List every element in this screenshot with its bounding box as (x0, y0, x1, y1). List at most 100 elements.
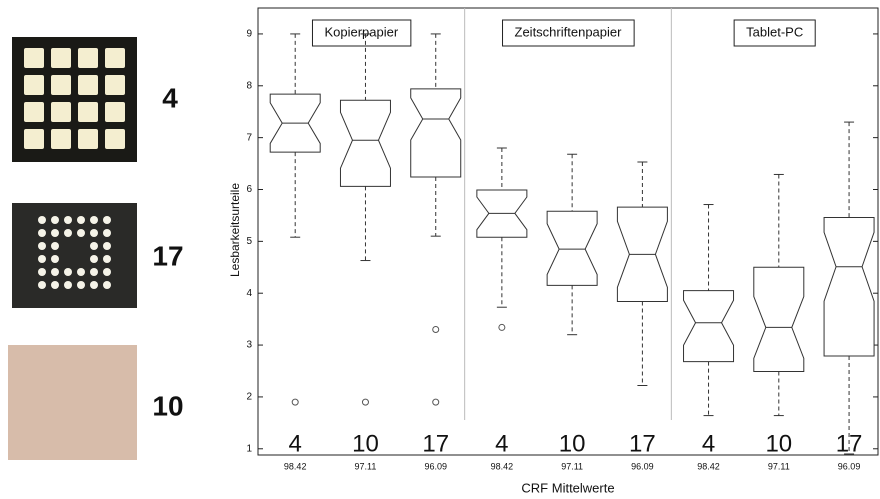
box-label: 17 (836, 430, 863, 457)
light-dot (38, 255, 46, 263)
outlier (498, 323, 506, 331)
y-tick-label: 5 (246, 236, 252, 247)
light-dot (38, 268, 46, 276)
outlier (432, 398, 440, 406)
sample-pattern (38, 216, 111, 289)
group-label: Zeitschriftenpapier (515, 24, 623, 39)
plot-frame (257, 7, 879, 456)
light-dot (51, 255, 59, 263)
light-square (51, 48, 71, 68)
light-square (105, 48, 125, 68)
light-square (24, 75, 44, 95)
group-label: Tablet-PC (746, 24, 803, 39)
sample-image (8, 345, 137, 460)
light-square (78, 48, 98, 68)
x-axis-label: CRF Mittelwerte (521, 480, 614, 495)
y-tick-label: 3 (246, 340, 252, 351)
light-dot (51, 281, 59, 289)
box-label: 4 (289, 430, 302, 457)
group-label-box (311, 19, 412, 47)
box-label: 10 (559, 430, 586, 457)
x-tick-label: 97.11 (355, 461, 377, 471)
light-square (105, 75, 125, 95)
light-dot (90, 229, 98, 237)
sample-images: 4 17 10 (8, 37, 184, 460)
light-dot (103, 281, 111, 289)
x-tick-label: 98.42 (284, 461, 307, 471)
light-dot (38, 229, 46, 237)
light-dot (64, 216, 72, 224)
sample-label: 10 (152, 390, 183, 421)
light-square (105, 102, 125, 122)
light-dot (90, 268, 98, 276)
y-tick-label: 4 (246, 288, 252, 299)
light-dot (51, 242, 59, 250)
chart: Lesbarkeitsurteile CRF Mittelwerte 1 2 3 4 5… (228, 7, 879, 495)
light-dot (51, 229, 59, 237)
y-axis-label: Lesbarkeitsurteile (228, 183, 242, 277)
light-square (78, 75, 98, 95)
light-dot (64, 281, 72, 289)
box (683, 290, 735, 363)
sample-label: 4 (162, 82, 178, 113)
box-label: 4 (702, 430, 715, 457)
light-dot (38, 281, 46, 289)
light-dot (103, 216, 111, 224)
y-tick-label: 9 (246, 29, 252, 40)
light-dot (64, 229, 72, 237)
group-label: Kopierpapier (324, 24, 398, 39)
light-square (51, 129, 71, 149)
box (546, 210, 598, 286)
y-tick-label: 7 (246, 132, 252, 143)
light-dot (90, 281, 98, 289)
outlier (361, 398, 369, 406)
x-tick-label: 96.09 (424, 461, 447, 471)
x-tick-label: 98.42 (491, 461, 514, 471)
box-label: 17 (629, 430, 656, 457)
light-dot (103, 268, 111, 276)
y-tick-label: 1 (246, 443, 252, 454)
light-dot (77, 268, 85, 276)
y-tick-label: 6 (246, 184, 252, 195)
box-label: 4 (495, 430, 508, 457)
light-dot (38, 242, 46, 250)
outlier (432, 326, 440, 334)
box (410, 88, 462, 178)
light-dot (103, 229, 111, 237)
light-dot (103, 255, 111, 263)
light-dot (51, 216, 59, 224)
box (753, 266, 805, 373)
box (339, 99, 391, 187)
light-dot (77, 229, 85, 237)
light-square (51, 75, 71, 95)
light-square (24, 129, 44, 149)
box-label: 10 (352, 430, 379, 457)
group-label-box (502, 19, 635, 47)
sample-label: 17 (152, 240, 183, 271)
light-square (105, 129, 125, 149)
y-tick-label: 8 (246, 80, 252, 91)
light-dot (38, 216, 46, 224)
box-label: 10 (765, 430, 792, 457)
y-tick-label: 2 (246, 392, 252, 403)
light-dot (90, 242, 98, 250)
x-tick-label: 96.09 (838, 461, 861, 471)
light-square (24, 102, 44, 122)
x-tick-label: 96.09 (631, 461, 654, 471)
sample-image (12, 203, 137, 308)
box-label: 17 (422, 430, 449, 457)
box (823, 216, 875, 357)
light-square (51, 102, 71, 122)
light-dot (90, 216, 98, 224)
x-tick-label: 98.42 (697, 461, 720, 471)
light-dot (64, 268, 72, 276)
sample-pattern (24, 48, 125, 149)
light-dot (77, 216, 85, 224)
light-square (78, 129, 98, 149)
x-tick-label: 97.11 (768, 461, 790, 471)
light-dot (90, 255, 98, 263)
light-dot (51, 268, 59, 276)
light-square (24, 48, 44, 68)
x-tick-label: 97.11 (561, 461, 583, 471)
